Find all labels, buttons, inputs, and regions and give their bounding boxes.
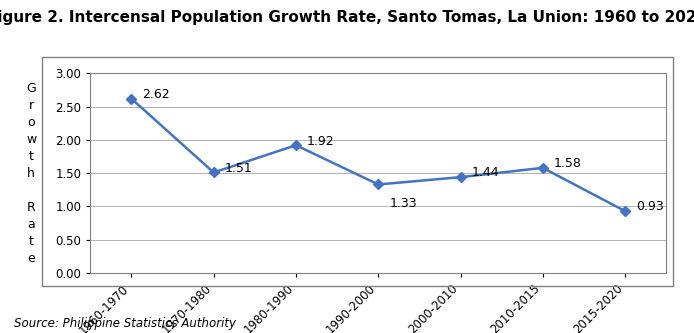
- Text: G: G: [26, 82, 36, 95]
- Text: Source: Philippine Statistics Authority: Source: Philippine Statistics Authority: [14, 317, 236, 330]
- Text: o: o: [28, 116, 35, 129]
- Text: 1.92: 1.92: [307, 135, 335, 148]
- Text: 1.51: 1.51: [225, 162, 253, 175]
- Text: t: t: [28, 234, 34, 248]
- Text: e: e: [27, 251, 35, 265]
- Text: a: a: [27, 217, 35, 231]
- Text: r: r: [28, 99, 34, 112]
- Text: w: w: [26, 133, 36, 146]
- Text: 1.58: 1.58: [554, 157, 582, 170]
- Text: 2.62: 2.62: [142, 88, 170, 101]
- Text: t: t: [28, 150, 34, 163]
- Text: 0.93: 0.93: [636, 200, 664, 213]
- Text: h: h: [27, 166, 35, 180]
- Text: Figure 2. Intercensal Population Growth Rate, Santo Tomas, La Union: 1960 to 202: Figure 2. Intercensal Population Growth …: [0, 10, 694, 25]
- Text: 1.33: 1.33: [389, 197, 417, 210]
- Text: 1.44: 1.44: [472, 166, 499, 179]
- Text: R: R: [27, 200, 35, 214]
